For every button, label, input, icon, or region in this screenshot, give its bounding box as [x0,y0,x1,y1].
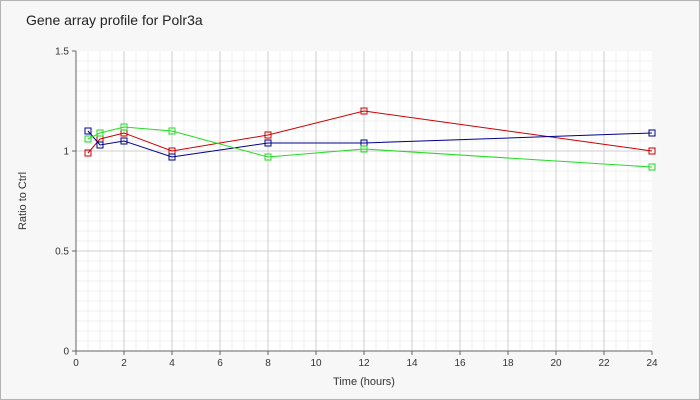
x-tick-label: 18 [502,358,514,369]
x-tick-label: 20 [550,358,562,369]
series-line [87,110,653,154]
data-point-marker[interactable] [648,163,656,171]
data-point-marker[interactable] [264,153,272,161]
data-point-marker[interactable] [264,131,272,139]
data-point-marker[interactable] [84,135,92,143]
y-tick-label: 1 [63,147,69,158]
data-point-marker[interactable] [120,123,128,131]
data-point-marker[interactable] [264,139,272,147]
x-tick-label: 8 [265,358,271,369]
data-point-marker[interactable] [360,145,368,153]
series-2 [84,127,656,161]
series-line [87,126,653,168]
data-point-marker[interactable] [648,129,656,137]
series-3 [84,123,656,171]
x-tick-label: 14 [406,358,418,369]
data-point-marker[interactable] [168,153,176,161]
data-point-marker[interactable] [360,107,368,115]
axes [72,50,653,355]
data-point-marker[interactable] [96,129,104,137]
major-grid [76,51,652,351]
x-tick-label: 0 [73,358,79,369]
y-tick-label: 0 [63,347,69,358]
x-tick-label: 12 [358,358,370,369]
x-tick-label: 10 [310,358,322,369]
chart-title: Gene array profile for Polr3a [26,12,203,28]
data-point-marker[interactable] [120,137,128,145]
data-point-marker[interactable] [84,149,92,157]
series-line [87,130,653,158]
x-tick-label: 24 [646,358,658,369]
x-tick-label: 2 [121,358,127,369]
y-tick-label: 0.5 [55,247,69,258]
x-tick-label: 22 [598,358,610,369]
data-point-marker[interactable] [648,147,656,155]
x-tick-label: 4 [169,358,175,369]
data-point-marker[interactable] [84,127,92,135]
y-tick-label: 1.5 [55,47,69,58]
data-point-marker[interactable] [96,141,104,149]
x-tick-label: 6 [217,358,223,369]
x-tick-label: 16 [454,358,466,369]
data-point-marker[interactable] [168,127,176,135]
series-layer [84,107,656,171]
y-axis-label: Ratio to Ctrl [17,172,29,230]
x-axis-label: Time (hours) [333,376,395,388]
